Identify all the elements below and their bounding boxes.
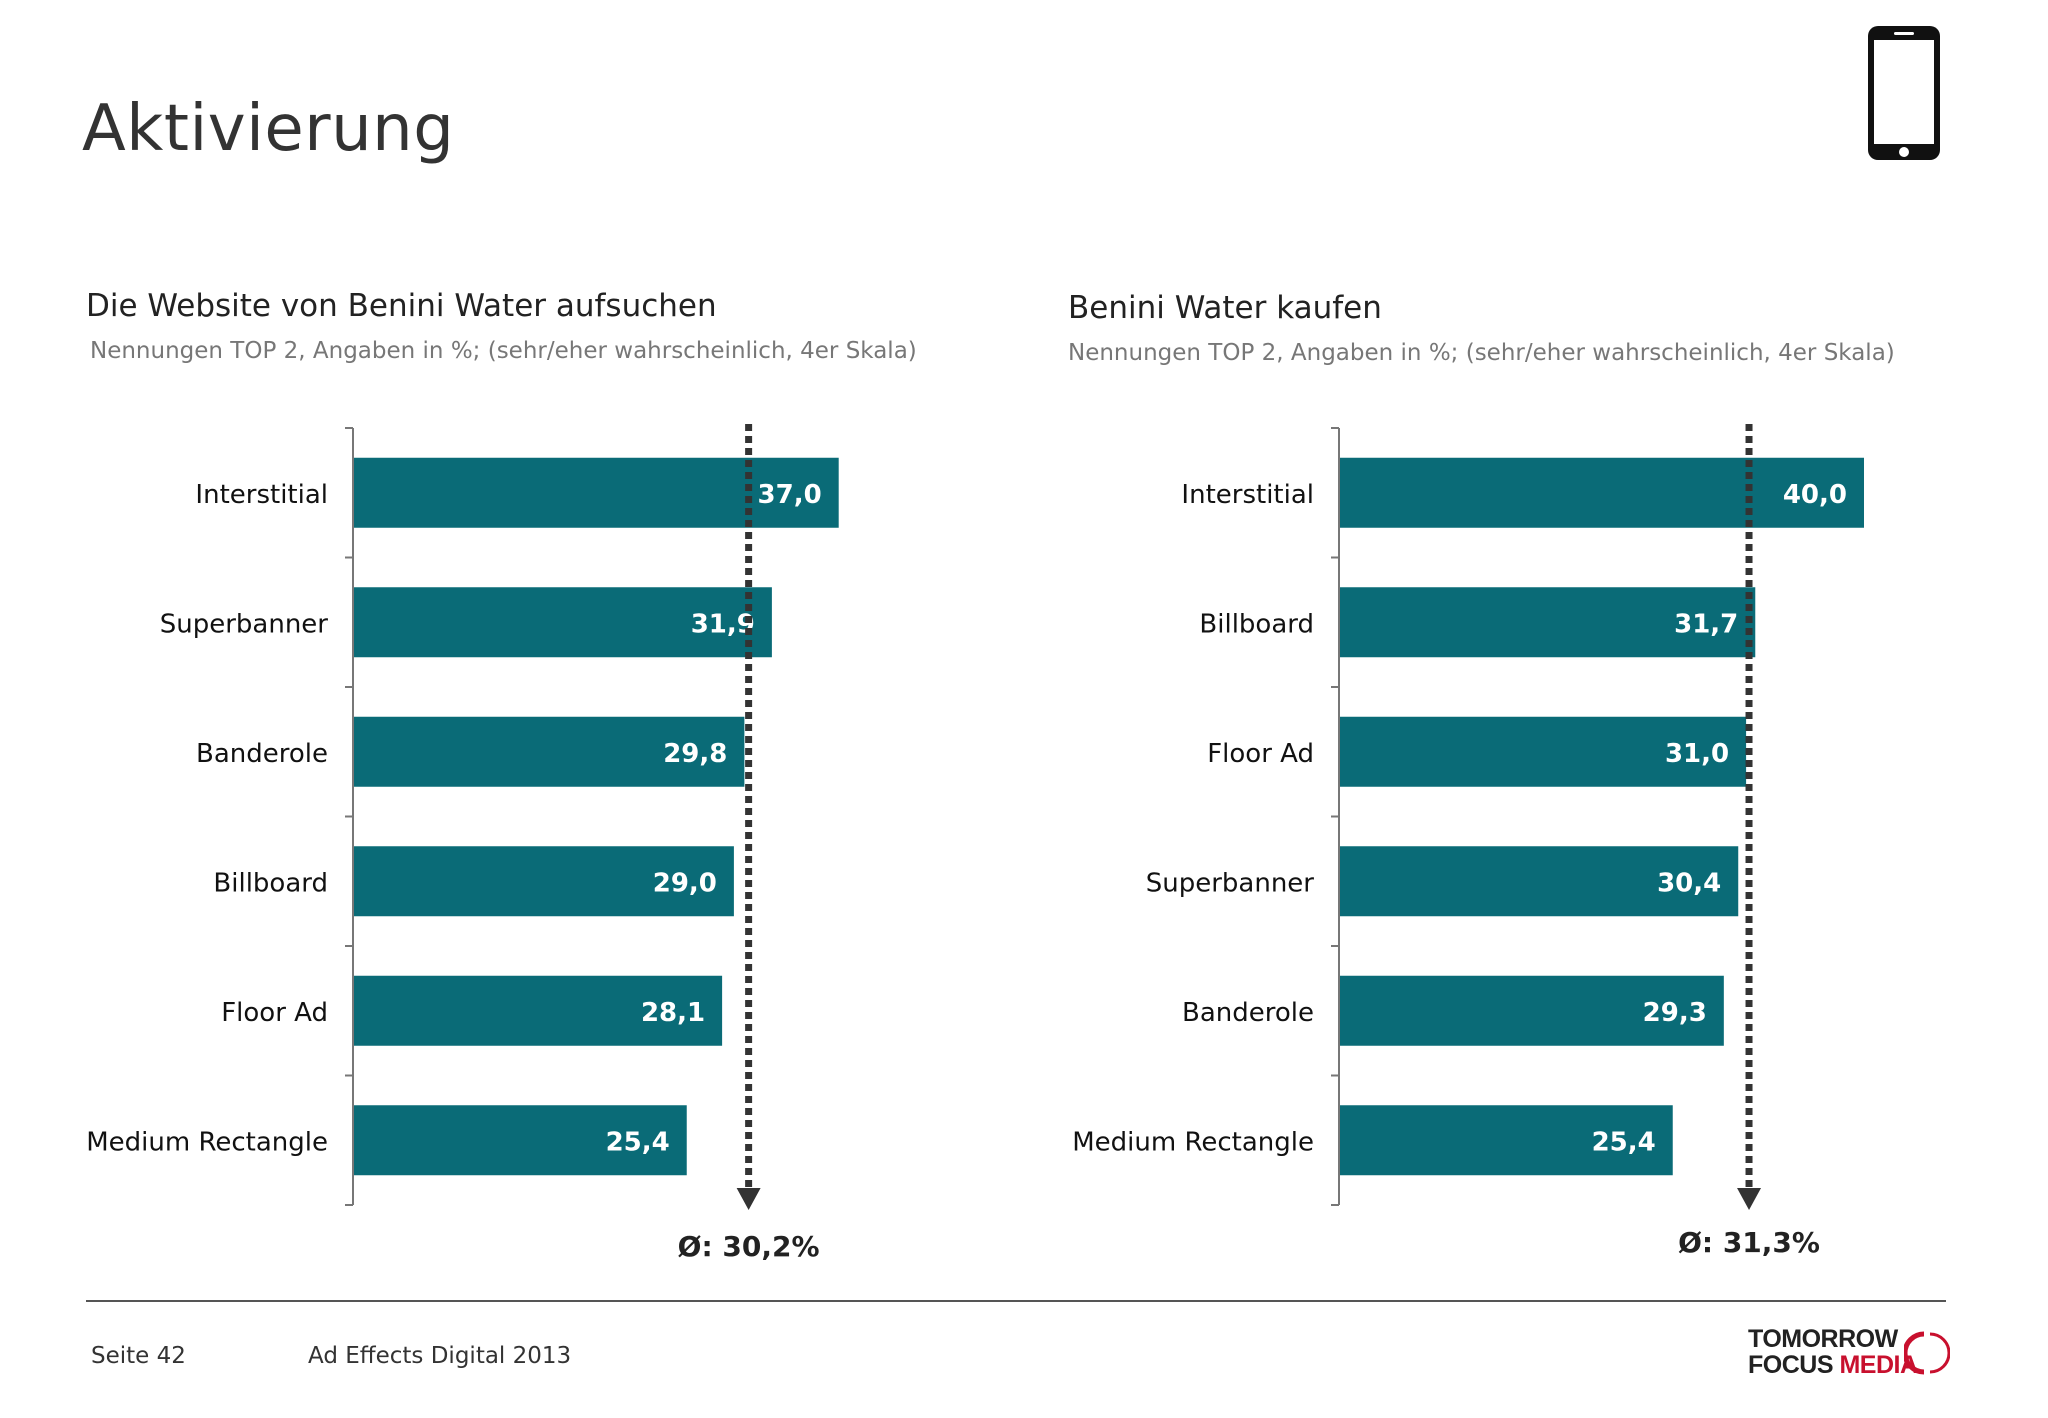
bar (354, 1105, 687, 1176)
bar (1340, 975, 1724, 1046)
bar (354, 457, 839, 528)
category-label: Billboard (1199, 609, 1314, 639)
data-label: 40,0 (1783, 480, 1847, 510)
bar (354, 587, 772, 658)
chart-title: Die Website von Benini Water aufsuchen (86, 288, 717, 324)
data-label: 25,4 (1592, 1127, 1656, 1157)
category-label: Interstitial (1181, 480, 1314, 510)
category-label: Floor Ad (221, 998, 328, 1028)
logo-text-focus: FOCUS (1748, 1351, 1834, 1379)
logo-text-focus-media: FOCUS MEDIA (1748, 1352, 1918, 1378)
category-label: Banderole (196, 739, 328, 769)
chart-title: Benini Water kaufen (1068, 290, 1382, 326)
tomorrow-focus-media-logo: TOMORROW FOCUS MEDIA (1748, 1325, 1950, 1378)
bar (1340, 587, 1756, 658)
category-label: Interstitial (195, 480, 328, 510)
bar (354, 846, 734, 917)
bar (354, 716, 745, 787)
data-label: 29,3 (1643, 998, 1707, 1028)
bar (1340, 457, 1864, 528)
category-label: Medium Rectangle (1072, 1127, 1314, 1157)
data-label: 31,0 (1665, 739, 1729, 769)
data-label: 37,0 (758, 480, 822, 510)
study-name: Ad Effects Digital 2013 (308, 1343, 572, 1369)
data-label: 29,0 (653, 868, 717, 898)
category-label: Banderole (1182, 998, 1314, 1028)
data-label: 31,9 (691, 609, 755, 639)
category-label: Billboard (213, 868, 328, 898)
data-label: 25,4 (606, 1127, 670, 1157)
category-label: Medium Rectangle (86, 1127, 328, 1157)
average-arrow (1737, 1188, 1762, 1210)
page-number: Seite 42 (91, 1343, 186, 1369)
bar (1340, 716, 1747, 787)
logo-text-tomorrow: TOMORROW (1748, 1325, 1898, 1353)
category-label: Floor Ad (1207, 739, 1314, 769)
average-label: Ø: 31,3% (1678, 1226, 1820, 1259)
category-label: Superbanner (160, 609, 329, 639)
bar (1340, 1105, 1673, 1176)
smartphone-icon (1866, 24, 1942, 166)
page-title: Aktivierung (82, 92, 455, 166)
category-label: Superbanner (1146, 868, 1315, 898)
chart-subtitle: Nennungen TOP 2, Angaben in %; (sehr/ehe… (90, 338, 917, 364)
logo-mark-icon (1904, 1331, 1950, 1375)
data-label: 31,7 (1674, 609, 1738, 639)
average-arrow (736, 1188, 761, 1210)
chart-subtitle: Nennungen TOP 2, Angaben in %; (sehr/ehe… (1068, 340, 1895, 366)
average-label: Ø: 30,2% (677, 1230, 820, 1263)
bar (1340, 846, 1739, 917)
bar (354, 975, 723, 1046)
footer-divider (86, 1300, 1946, 1302)
data-label: 28,1 (641, 998, 705, 1028)
data-label: 29,8 (663, 739, 727, 769)
data-label: 30,4 (1657, 868, 1721, 898)
